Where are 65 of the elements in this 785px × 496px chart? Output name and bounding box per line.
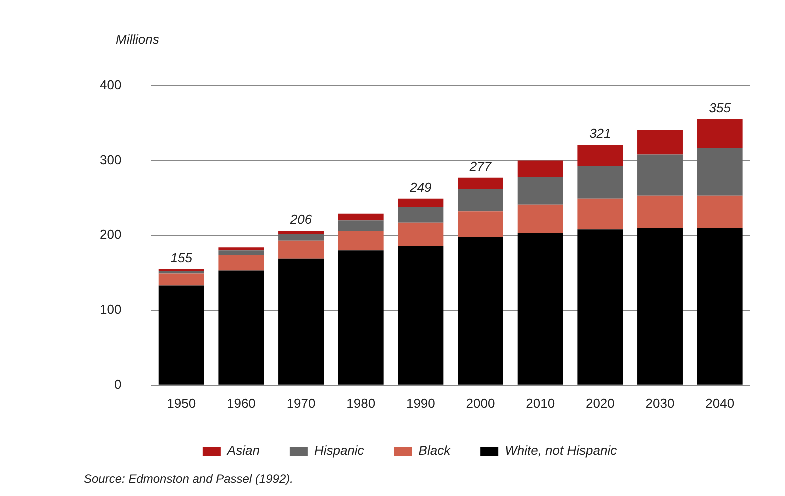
- bar: [278, 240, 324, 259]
- bar: [578, 198, 624, 230]
- bar: [338, 250, 384, 385]
- bar: [218, 255, 264, 271]
- x-tick-label: 1950: [167, 396, 196, 411]
- total-label: 277: [468, 159, 492, 174]
- bar: [398, 198, 444, 208]
- x-tick-label: 1960: [226, 396, 256, 411]
- bar: [578, 230, 624, 385]
- x-tick-label: 1990: [406, 396, 436, 411]
- total-label: 206: [289, 212, 313, 228]
- bar: [697, 120, 743, 148]
- bar: [458, 189, 504, 212]
- x-tick-label: 2040: [706, 396, 735, 411]
- y-tick-label: 300: [100, 152, 122, 168]
- bar: [697, 196, 743, 228]
- y-tick-label: 100: [100, 302, 122, 318]
- bar: [458, 237, 504, 385]
- bar: [697, 228, 743, 385]
- x-tick-label: 1980: [346, 396, 376, 411]
- bar: [518, 177, 564, 205]
- legend-label: Hispanic: [314, 443, 365, 458]
- bar: [158, 274, 204, 286]
- bar: [338, 231, 384, 251]
- bar: [398, 246, 444, 385]
- total-label: 321: [590, 126, 612, 142]
- y-tick-label: 400: [100, 77, 122, 92]
- x-tick-label: 2000: [466, 396, 496, 411]
- bar: [518, 233, 564, 385]
- bar: [398, 222, 444, 246]
- x-tick-label: 2010: [526, 396, 556, 411]
- legend-label: Asian: [226, 443, 260, 458]
- y-axis-title: Millions: [116, 32, 160, 47]
- bar: [638, 130, 683, 155]
- x-tick-label: 2020: [586, 396, 615, 411]
- bar: [697, 148, 743, 196]
- bar: [398, 207, 444, 223]
- bar: [578, 144, 624, 166]
- y-tick-label: 0: [114, 376, 122, 392]
- bar: [278, 258, 324, 385]
- bar: [218, 270, 264, 385]
- bar: [158, 286, 204, 385]
- bar: [578, 166, 624, 199]
- bar: [218, 248, 264, 251]
- bar: [518, 204, 564, 234]
- total-label: 355: [709, 100, 732, 116]
- bar: [278, 234, 324, 241]
- bar: [218, 250, 264, 256]
- x-tick-label: 2030: [646, 396, 675, 411]
- total-label: 155: [170, 250, 194, 266]
- bar: [458, 178, 504, 190]
- bar: [338, 214, 384, 221]
- y-tick-label: 200: [100, 227, 122, 242]
- bar: [458, 212, 504, 238]
- bar: [638, 154, 683, 196]
- source-note: Source: Edmonston and Passel (1992).: [84, 472, 294, 486]
- legend-label: Black: [418, 443, 452, 458]
- bar: [338, 220, 384, 232]
- bar: [638, 228, 683, 385]
- bar: [518, 160, 564, 178]
- x-tick-label: 1970: [286, 396, 316, 411]
- bar: [278, 231, 324, 234]
- bar: [638, 196, 683, 228]
- total-label: 249: [409, 180, 432, 196]
- legend-label: White, not Hispanic: [505, 443, 618, 458]
